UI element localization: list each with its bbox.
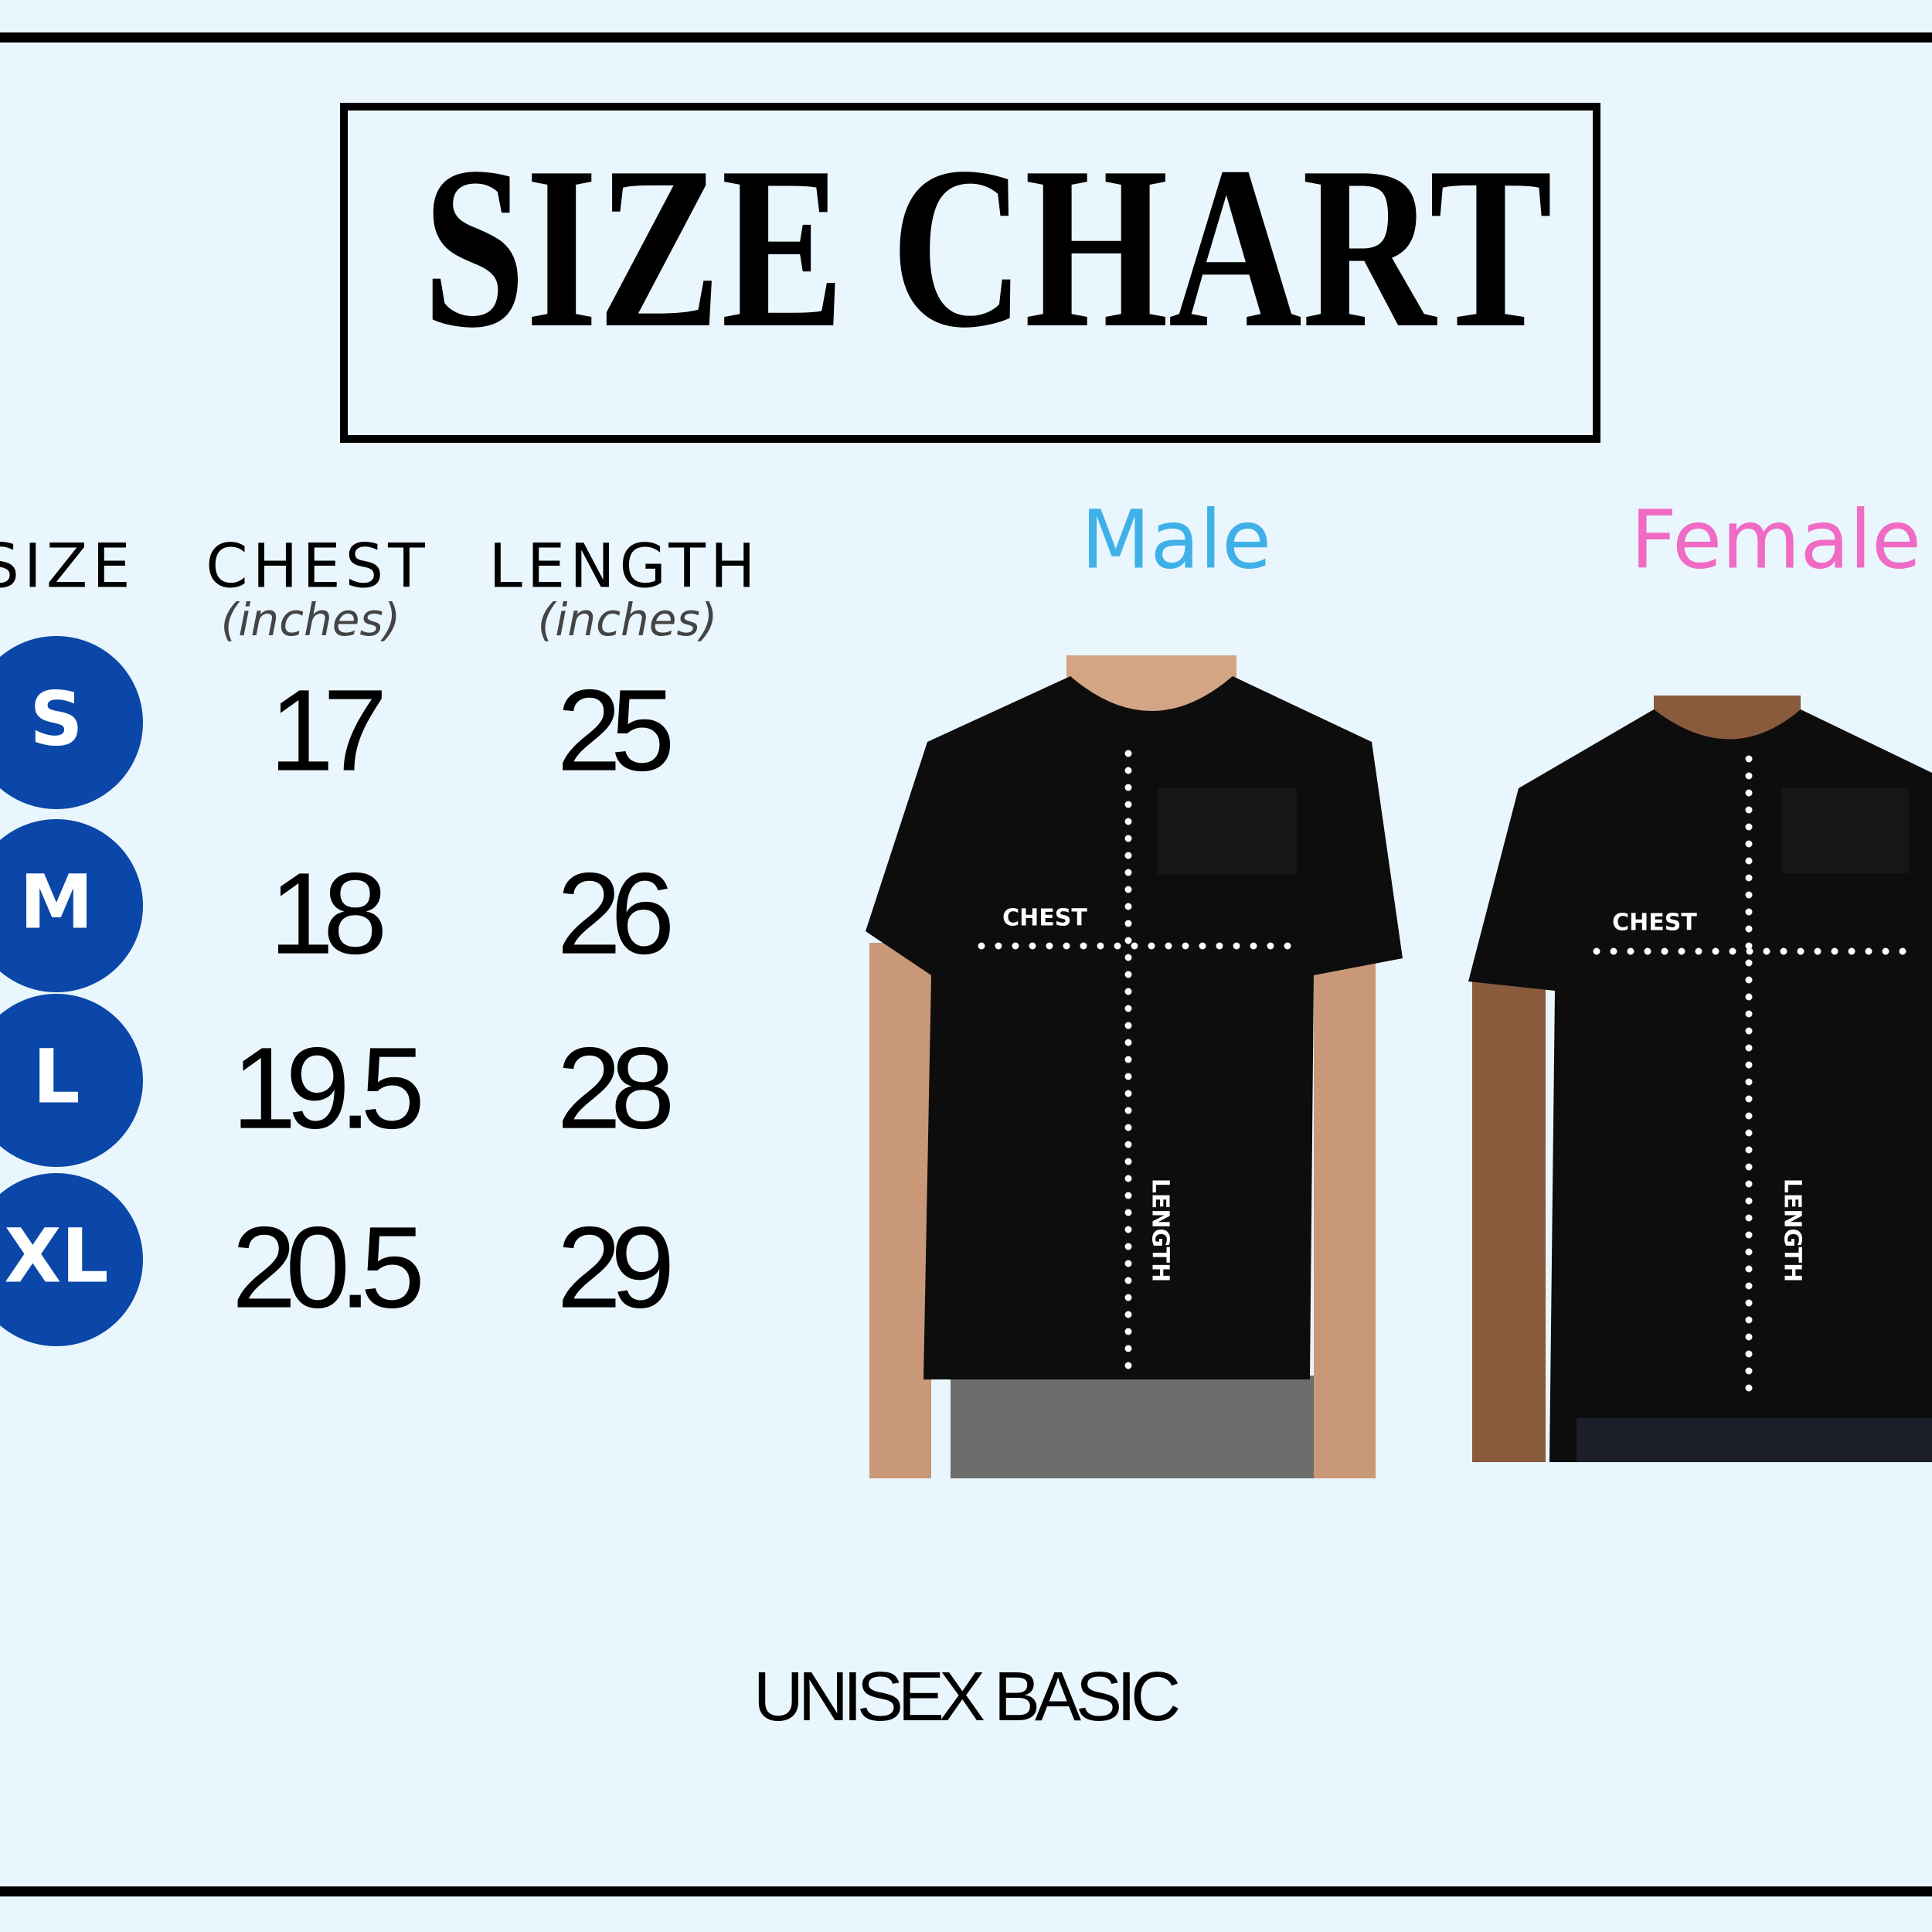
male-figure: CHEST LENGTH (866, 655, 1403, 1478)
length-label: LENGTH (1147, 1179, 1174, 1282)
chest-label: CHEST (1612, 910, 1697, 937)
column-header: LENGTH (488, 532, 760, 601)
bottom-rule (0, 1886, 1932, 1896)
size-badge (0, 994, 143, 1167)
size-badge (0, 636, 143, 809)
size-badge (0, 1173, 143, 1346)
measurement: 17 (270, 665, 382, 795)
arm (1314, 958, 1376, 1478)
title-frame (340, 103, 1600, 443)
size-label: L (32, 1033, 80, 1120)
measurement: 19.5 (232, 1023, 421, 1153)
measurement: 20.5 (232, 1202, 421, 1332)
column-unit: (inches) (538, 594, 718, 646)
measurement: 26 (557, 849, 670, 978)
length-label: LENGTH (1779, 1179, 1806, 1282)
size-label: S (29, 675, 83, 762)
chest-label: CHEST (1002, 905, 1087, 932)
measurement: 18 (270, 849, 383, 978)
column-unit: (inches) (221, 594, 401, 646)
pants (951, 1376, 1314, 1478)
title: SIZE CHART (423, 119, 1553, 376)
arm (869, 943, 931, 1478)
male-label: Male (1081, 492, 1271, 587)
column-header: SIZE (0, 532, 135, 601)
shirt-patch (1781, 788, 1909, 873)
size-badge (0, 819, 143, 992)
pants (1577, 1418, 1932, 1462)
size-label: XL (4, 1213, 108, 1299)
shirt (1468, 709, 1932, 1462)
measurement: 25 (557, 665, 671, 795)
column-header: CHEST (206, 532, 430, 601)
shirt-patch (1158, 788, 1297, 875)
arm (1472, 978, 1546, 1462)
female-label: Female (1631, 492, 1921, 587)
top-rule (0, 32, 1932, 43)
female-figure: CHEST LENGTH (1468, 696, 1932, 1462)
footer: UNISEX BASIC (753, 1658, 1179, 1736)
measurement: 28 (557, 1023, 670, 1153)
size-label: M (19, 859, 94, 945)
measurement: 29 (557, 1202, 670, 1332)
